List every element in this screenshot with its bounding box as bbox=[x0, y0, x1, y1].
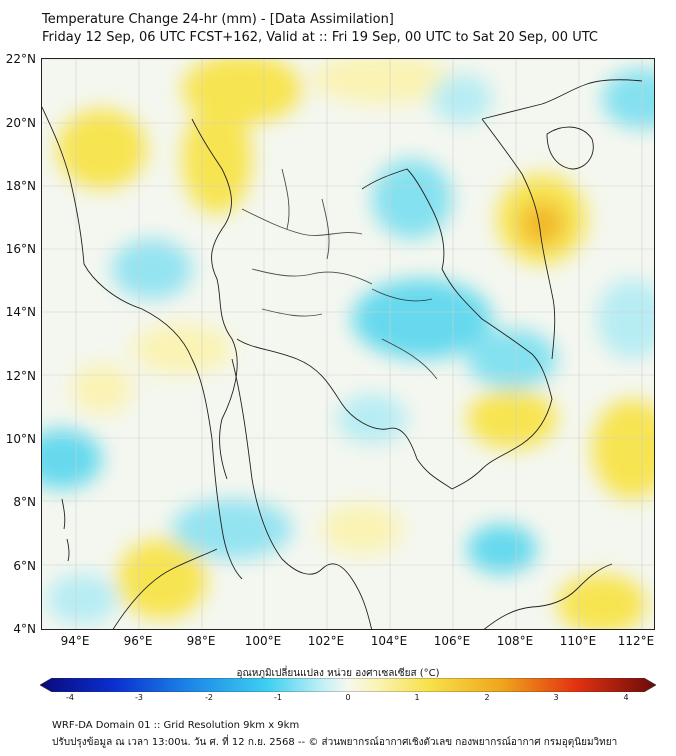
map-subtitle: Friday 12 Sep, 06 UTC FCST+162, Valid at… bbox=[42, 30, 598, 45]
lon-label: 104°E bbox=[370, 634, 408, 648]
hot-patch bbox=[520, 202, 564, 246]
warm-patch bbox=[72, 364, 132, 414]
warm-patch bbox=[57, 109, 147, 189]
warm-patch bbox=[322, 504, 402, 554]
warm-patch bbox=[132, 324, 232, 374]
cool-patch bbox=[42, 429, 102, 489]
colorbar-tick: -4 bbox=[66, 693, 74, 702]
cool-patch bbox=[352, 279, 492, 359]
colorbar-tick: 1 bbox=[414, 693, 420, 702]
map-panel bbox=[41, 58, 655, 630]
lon-label: 112°E bbox=[617, 634, 655, 648]
colorbar-tick: 4 bbox=[623, 693, 629, 702]
cool-patch bbox=[112, 239, 192, 299]
map-gridlines bbox=[42, 59, 654, 629]
lat-label: 16°N bbox=[5, 242, 36, 256]
lat-label: 12°N bbox=[5, 369, 36, 383]
warm-patch bbox=[557, 574, 647, 629]
lon-label: 94°E bbox=[60, 634, 90, 648]
temperature-field-map bbox=[42, 59, 654, 629]
lat-label: 14°N bbox=[5, 305, 36, 319]
colorbar-tick: 2 bbox=[484, 693, 490, 702]
cool-patch bbox=[372, 159, 452, 239]
lat-label: 4°N bbox=[13, 622, 36, 636]
lat-label: 20°N bbox=[5, 116, 36, 130]
lon-label: 110°E bbox=[559, 634, 597, 648]
lon-label: 108°E bbox=[496, 634, 534, 648]
map-title: Temperature Change 24-hr (mm) - [Data As… bbox=[42, 12, 394, 27]
colorbar-tick: -1 bbox=[274, 693, 282, 702]
lat-label: 22°N bbox=[5, 52, 36, 66]
cool-patch bbox=[432, 74, 492, 124]
colorbar-tick: -3 bbox=[135, 693, 143, 702]
country-borders bbox=[42, 79, 643, 629]
warm-patch bbox=[592, 399, 654, 499]
lat-label: 10°N bbox=[5, 432, 36, 446]
cool-patch bbox=[337, 394, 407, 444]
footer-credit: ปรับปรุงข้อมูล ณ เวลา 13:00น. วัน ศ. ที่… bbox=[52, 737, 618, 748]
lat-label: 8°N bbox=[13, 495, 36, 509]
colorbar-tick: 3 bbox=[553, 693, 559, 702]
colorbar bbox=[40, 678, 656, 692]
lat-label: 18°N bbox=[5, 179, 36, 193]
cool-patch bbox=[467, 329, 557, 389]
colorbar-tick: 0 bbox=[345, 693, 351, 702]
cool-patch bbox=[597, 279, 654, 359]
warm-patch bbox=[182, 104, 252, 214]
footer-model-info: WRF-DA Domain 01 :: Grid Resolution 9km … bbox=[52, 720, 300, 731]
lon-label: 102°E bbox=[307, 634, 345, 648]
colorbar-title: อุณหภูมิเปลี่ยนแปลง หน่วย องศาเซลเซียส (… bbox=[236, 668, 440, 679]
lat-label: 6°N bbox=[13, 559, 36, 573]
lon-label: 98°E bbox=[186, 634, 216, 648]
lon-label: 100°E bbox=[244, 634, 282, 648]
colorbar-tick: -2 bbox=[205, 693, 213, 702]
cool-patch bbox=[47, 574, 117, 624]
warm-patch bbox=[467, 389, 557, 449]
cool-patch bbox=[602, 69, 654, 129]
lon-label: 96°E bbox=[123, 634, 153, 648]
warm-patch bbox=[312, 59, 452, 104]
lon-label: 106°E bbox=[433, 634, 471, 648]
cool-patch bbox=[467, 524, 537, 574]
cool-patch bbox=[172, 499, 292, 559]
warm-patch bbox=[117, 539, 207, 619]
